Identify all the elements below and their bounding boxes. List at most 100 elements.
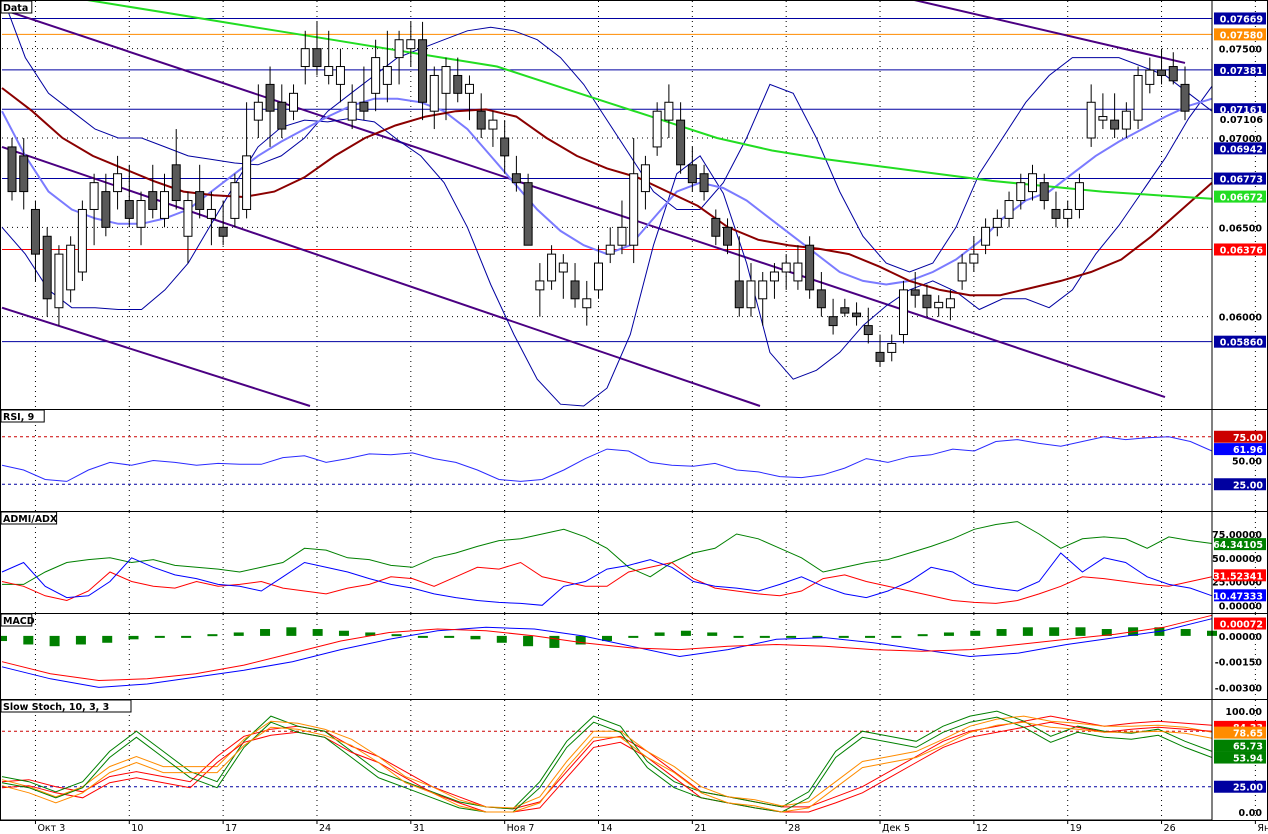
x-axis-label: Окт 3 — [37, 823, 65, 834]
macd-histogram-bar — [23, 635, 34, 645]
candle-body — [312, 48, 322, 68]
candle — [66, 236, 76, 303]
macd-panel-title: MACD — [3, 616, 35, 627]
macd-histogram-bar — [996, 629, 1007, 636]
candle — [159, 173, 169, 228]
macd-histogram-bar — [391, 634, 402, 637]
candle-body — [66, 244, 76, 291]
macd-tag: 0.00072 — [1220, 620, 1263, 631]
trend-channel-line — [1, 8, 1166, 399]
candle-body — [629, 173, 639, 246]
candle-body — [945, 298, 955, 309]
adx-line — [1, 552, 1213, 606]
candle — [769, 263, 779, 299]
macd-histogram-bar — [49, 635, 60, 647]
candle-body — [1063, 208, 1073, 219]
candle — [418, 21, 428, 121]
price-panel-title: Data — [3, 3, 28, 14]
candle — [570, 263, 580, 308]
candle — [523, 173, 533, 246]
candle-body — [781, 262, 791, 273]
candle — [887, 334, 897, 362]
candle-body — [910, 289, 920, 296]
candle-body — [382, 66, 392, 85]
price-tag: 0.07381 — [1220, 66, 1263, 77]
candle — [840, 298, 850, 317]
rsi-panel-title-box — [0, 409, 45, 423]
candle — [289, 84, 299, 121]
price-panel[interactable]: 0.06000 0.06500 0.07000 0.07500 0.07669 0.075… — [1, 0, 1268, 409]
candle — [101, 173, 111, 237]
candle-body — [500, 137, 510, 157]
adx-tag: 31.52341 — [1213, 571, 1263, 582]
macd-histogram-bar — [470, 635, 481, 640]
candle-body — [394, 39, 404, 59]
macd-histogram-bar — [207, 634, 218, 637]
macd-panel-title-box — [0, 613, 33, 627]
candle-body — [652, 110, 662, 148]
x-axis-label: 28 — [788, 823, 800, 834]
rsi-line — [1, 436, 1213, 482]
candle-body — [852, 312, 862, 318]
macd-histogram-bar — [654, 632, 665, 636]
candle-body — [488, 119, 498, 130]
candle — [582, 280, 592, 326]
candle — [945, 289, 955, 321]
macd-histogram-bar — [1049, 627, 1060, 636]
candle — [7, 138, 17, 201]
macd-axis-label: 0.00000 — [1219, 632, 1263, 643]
price-tag-bg — [1214, 63, 1266, 76]
candle-body — [1121, 110, 1131, 130]
candle — [89, 173, 99, 246]
rsi-tag: 61.96 — [1233, 445, 1263, 456]
candle-body — [476, 110, 486, 130]
candle — [793, 245, 803, 290]
x-axis-label: 14 — [601, 823, 613, 834]
macd-histogram-bar — [417, 635, 428, 638]
candle-body — [136, 200, 146, 228]
candle — [992, 209, 1002, 237]
candle-body — [547, 253, 557, 282]
candle — [711, 209, 721, 246]
macd-histogram-bar — [812, 635, 823, 638]
candle-body — [957, 262, 967, 282]
price-tag-bg — [1214, 28, 1266, 41]
rsi-tag-bg — [1214, 430, 1266, 443]
candle — [242, 102, 252, 219]
price-axis-label: 0.06000 — [1219, 313, 1263, 324]
candle-body — [42, 235, 52, 300]
candle — [1039, 173, 1049, 210]
candle-body — [969, 253, 979, 264]
macd-histogram-bar — [628, 635, 639, 638]
candle — [183, 191, 193, 264]
candle — [277, 84, 287, 138]
candle-body — [113, 173, 123, 193]
macd-histogram-bar — [128, 635, 139, 640]
price-tag: 0.06942 — [1220, 144, 1263, 155]
macd-axis-label: -0.00300 — [1215, 683, 1263, 694]
candle — [124, 164, 134, 228]
candle — [476, 93, 486, 138]
price-tag-bg — [1214, 190, 1266, 203]
adx-panel[interactable]: 75.00000 50.00000 25.00000 0.00000 64.34105 3… — [1, 512, 1268, 613]
stoch-panel-title-box — [0, 699, 132, 713]
candle-body — [1180, 83, 1190, 112]
candle-body — [206, 208, 216, 219]
macd-line — [1, 618, 1213, 688]
candle — [441, 57, 451, 121]
macd-panel[interactable]: 0.00000 -0.00150 -0.00300 0.00072 — [0, 614, 1268, 699]
candle-body — [148, 191, 158, 210]
price-axis-label: 0.07000 — [1219, 134, 1263, 145]
candle-body — [89, 182, 99, 210]
candle — [1063, 200, 1073, 228]
candle-body — [981, 226, 991, 246]
candle — [195, 164, 205, 219]
candle — [488, 111, 498, 147]
candle-body — [711, 217, 721, 237]
candle — [723, 218, 733, 255]
candle — [676, 102, 686, 174]
candle-body — [816, 289, 826, 309]
